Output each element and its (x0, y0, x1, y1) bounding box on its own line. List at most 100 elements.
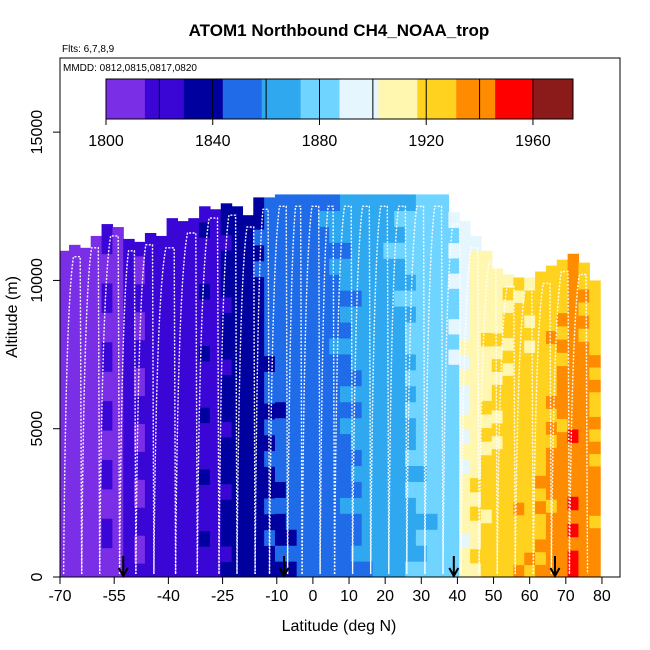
flight-profile (388, 205, 408, 575)
flight-profile (254, 208, 271, 575)
heatmap-cell (513, 402, 525, 416)
heatmap-cell (372, 337, 384, 355)
heatmap-cell (231, 221, 244, 238)
heatmap-cell (220, 327, 233, 345)
heatmap-cell (513, 477, 525, 491)
heatmap-cell (79, 247, 92, 263)
heatmap-cell (556, 391, 569, 406)
heatmap-cell (134, 535, 146, 550)
heatmap-cell (188, 307, 200, 324)
heatmap-cell (329, 242, 341, 259)
heatmap-cell (318, 194, 330, 211)
heatmap-cell (220, 296, 233, 313)
heatmap-cell (296, 321, 309, 339)
heatmap-cell (480, 563, 493, 577)
heatmap-cell (470, 562, 482, 577)
heatmap-cell (318, 513, 330, 530)
flight-profile (333, 205, 354, 575)
heatmap-cell (264, 276, 276, 293)
heatmap-cell (253, 244, 265, 262)
heatmap-cell (350, 290, 363, 307)
heatmap-cell (60, 386, 70, 401)
heatmap-cell (513, 502, 525, 516)
heatmap-cell (589, 329, 601, 343)
heatmap-cell (361, 353, 374, 371)
heatmap-cell (220, 561, 233, 577)
heatmap-cell (578, 301, 590, 316)
heatmap-cell (209, 500, 222, 517)
heatmap-cell (231, 376, 244, 393)
heatmap-cell (415, 561, 428, 577)
heatmap-cell (144, 361, 157, 377)
heatmap-cell (524, 364, 536, 378)
heatmap-cell (60, 277, 70, 293)
heatmap-cell (155, 449, 168, 464)
heatmap-cell (556, 510, 569, 525)
heatmap-cell (415, 258, 428, 275)
heatmap-cell (188, 292, 200, 309)
heatmap-cell (285, 401, 298, 419)
heatmap-cell (253, 497, 265, 515)
heatmap-cell (350, 481, 363, 498)
heatmap-cell (524, 514, 536, 528)
heatmap-cell (90, 548, 103, 564)
heatmap-cell (274, 242, 287, 259)
heatmap-cell (264, 450, 276, 467)
heatmap-cell (285, 433, 298, 451)
heatmap-cell (502, 324, 515, 339)
plot-frame (59, 57, 621, 578)
heatmap-cell (123, 309, 135, 325)
heatmap-cell (199, 530, 211, 547)
heatmap-cell (535, 487, 547, 502)
heatmap-cell (199, 237, 211, 254)
heatmap-cell (220, 281, 233, 298)
heatmap-cell (589, 292, 601, 306)
flight-profile (568, 273, 589, 575)
heatmap-cell (372, 226, 384, 243)
heatmap-cell (480, 359, 493, 374)
heatmap-cell (448, 425, 460, 441)
heatmap-cell (69, 466, 81, 481)
heatmap-cell (123, 379, 135, 395)
heatmap-cell (524, 289, 536, 304)
heatmap-cell (556, 299, 569, 314)
heatmap-cell (177, 280, 189, 296)
heatmap-cell (361, 290, 374, 307)
heatmap-cell (60, 291, 70, 306)
heatmap-cell (79, 357, 92, 372)
heatmap-cell (199, 376, 211, 393)
heatmap-cell (394, 194, 406, 211)
heatmap-cell (405, 258, 417, 275)
flight-profile (81, 247, 101, 575)
heatmap-cell (459, 369, 471, 385)
x-tick-label: -10 (265, 588, 288, 605)
heatmap-cell (524, 327, 536, 341)
heatmap-cell (437, 337, 449, 355)
heatmap-cell (480, 549, 493, 564)
heatmap-cell (556, 365, 569, 380)
heatmap-cell (448, 546, 460, 563)
heatmap-cell (361, 465, 374, 482)
heatmap-cell (350, 529, 363, 546)
heatmap-cell (502, 312, 515, 326)
curtain-heatmap (60, 194, 601, 577)
heatmap-cell (405, 401, 417, 419)
heatmap-cell (144, 290, 157, 306)
heatmap-cell (242, 275, 254, 292)
heatmap-cell (340, 290, 352, 307)
heatmap-cell (383, 274, 395, 291)
heatmap-cell (253, 339, 265, 357)
heatmap-cell (101, 224, 113, 240)
heatmap-cell (502, 287, 515, 301)
heatmap-cell (134, 465, 146, 480)
heatmap-cell (589, 552, 601, 566)
heatmap-cell (437, 353, 449, 371)
heatmap-cell (426, 465, 439, 482)
heatmap-cell (144, 490, 157, 506)
heatmap-cell (329, 194, 341, 211)
heatmap-cell (415, 385, 428, 403)
heatmap-cell (285, 210, 298, 227)
heatmap-cell (307, 529, 319, 546)
heatmap-cell (134, 367, 146, 383)
heatmap-cell (567, 401, 580, 416)
